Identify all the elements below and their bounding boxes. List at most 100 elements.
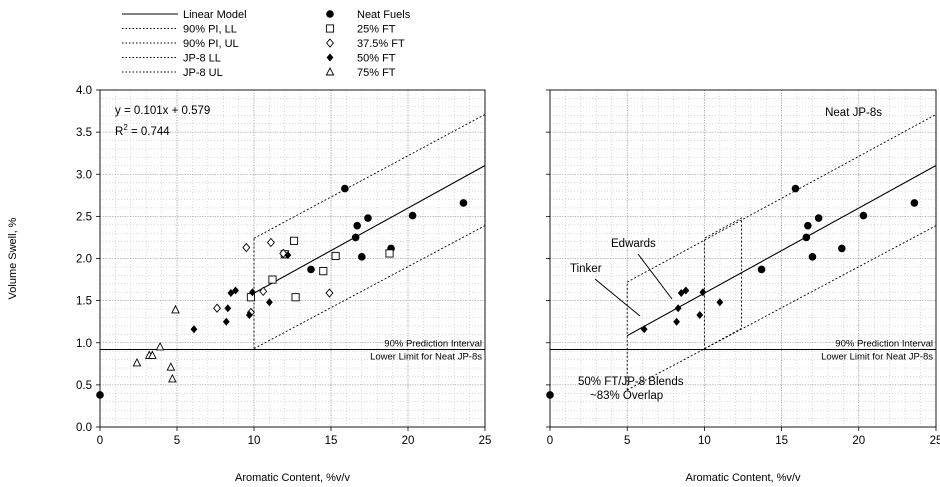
point-filled-diamond xyxy=(674,304,682,313)
pi-upper-line xyxy=(626,114,937,283)
y-tick-label: 2.0 xyxy=(76,254,92,266)
r-squared-value: = 0.744 xyxy=(128,126,170,138)
y-tick-label: 2.5 xyxy=(76,211,92,223)
point-open-square xyxy=(319,267,328,276)
point-open-diamond xyxy=(242,242,251,253)
edwards-pointer xyxy=(637,253,673,300)
legend-marker-icon xyxy=(325,24,335,33)
legend-marker-icon xyxy=(326,38,334,48)
point-filled-diamond xyxy=(699,288,707,297)
point-filled-circle xyxy=(838,244,846,253)
x-tick-label: 0 xyxy=(97,435,103,447)
legend-line-label: JP-8 UL xyxy=(183,67,223,79)
legend-marker-label: Neat Fuels xyxy=(357,9,411,21)
legend-marker-label: 50% FT xyxy=(357,53,396,65)
point-filled-circle xyxy=(358,253,366,261)
point-filled-circle xyxy=(814,214,823,222)
point-open-triangle xyxy=(132,357,142,367)
x-tick-label: 5 xyxy=(624,435,630,447)
point-open-square xyxy=(289,236,299,245)
legend: Linear Model 90% PI, LL 90% PI, UL JP-8 LL J… xyxy=(122,9,411,79)
x-tick-label: 15 xyxy=(775,435,788,447)
point-filled-diamond xyxy=(249,288,256,297)
jp8-limits-box xyxy=(703,217,742,350)
equation-label: y = 0.101x + 0.579 xyxy=(115,105,210,117)
blend-label-1: 50% FT/JP-8 Blends xyxy=(578,376,684,388)
x-tick-label: 0 xyxy=(547,435,553,447)
point-filled-circle xyxy=(96,391,104,399)
x-axis-label: Aromatic Content, %v/v xyxy=(686,472,801,484)
point-open-diamond xyxy=(213,303,222,313)
point-filled-diamond xyxy=(640,325,648,334)
point-filled-diamond xyxy=(266,298,273,307)
point-filled-circle xyxy=(364,214,372,222)
legend-marker-icon xyxy=(326,53,334,62)
point-filled-diamond xyxy=(284,251,292,260)
point-open-diamond xyxy=(259,286,268,297)
point-open-triangle xyxy=(148,350,157,359)
point-filled-circle xyxy=(408,211,417,220)
legend-marker-icon xyxy=(326,10,334,18)
x-tick-label: 10 xyxy=(698,435,711,447)
legend-line-label: 90% PI, UL xyxy=(183,38,239,50)
point-filled-circle xyxy=(353,221,361,230)
r-squared-exp: 2 xyxy=(123,123,128,132)
pi-lower-line xyxy=(253,225,486,350)
lower-limit-label-1: 90% Prediction Interval xyxy=(835,338,933,349)
legend-marker-label: 25% FT xyxy=(357,24,396,36)
x-axis-label: Aromatic Content, %v/v xyxy=(235,472,350,484)
point-filled-diamond xyxy=(716,298,724,307)
y-tick-label: 0.0 xyxy=(76,422,92,434)
y-tick-label: 3.0 xyxy=(76,169,92,181)
point-filled-diamond xyxy=(227,289,235,298)
legend-line-label: JP-8 LL xyxy=(183,53,221,65)
x-tick-label: 20 xyxy=(852,435,865,447)
point-filled-diamond xyxy=(222,317,230,326)
point-filled-diamond xyxy=(190,325,198,334)
panel-title: Neat JP-8s xyxy=(825,107,882,119)
point-filled-circle xyxy=(791,184,800,193)
point-open-triangle xyxy=(171,304,180,314)
point-filled-circle xyxy=(802,233,811,242)
legend-line-label: Linear Model xyxy=(183,9,247,21)
edwards-label: Edwards xyxy=(611,238,656,250)
point-filled-circle xyxy=(546,391,554,399)
y-tick-label: 4.0 xyxy=(76,85,92,97)
lower-limit-label-1: 90% Prediction Interval xyxy=(384,338,482,349)
y-tick-label: 0.5 xyxy=(76,380,92,392)
point-open-square xyxy=(291,293,300,302)
point-filled-diamond xyxy=(232,286,239,295)
panel-right: 0 5 10 15 20 25 Aromatic Content, %v/v 90% Pred… xyxy=(546,89,940,484)
point-filled-circle xyxy=(757,265,766,274)
lower-limit-label-2: Lower Limit for Neat JP-8s xyxy=(821,351,933,362)
blend-label-2: ~83% Overlap xyxy=(590,390,663,402)
tinker-pointer xyxy=(594,278,641,317)
legend-marker-icon xyxy=(325,67,335,76)
point-filled-diamond xyxy=(682,286,690,295)
x-tick-label: 10 xyxy=(248,435,261,447)
point-filled-diamond xyxy=(224,304,232,313)
x-tick-label: 5 xyxy=(174,435,180,447)
tinker-label: Tinker xyxy=(570,263,602,275)
y-tick-label: 3.5 xyxy=(76,127,92,139)
r-squared-prefix: R xyxy=(115,126,123,138)
point-filled-circle xyxy=(459,199,468,207)
y-tick-label: 1.5 xyxy=(76,296,92,308)
point-open-triangle xyxy=(168,373,177,383)
legend-line-label: 90% PI, LL xyxy=(183,24,237,36)
point-filled-circle xyxy=(808,253,817,261)
r-squared-label: R2 = 0.744 xyxy=(115,123,170,138)
point-open-diamond xyxy=(325,288,334,298)
point-filled-circle xyxy=(307,265,315,274)
point-filled-diamond xyxy=(245,310,253,319)
point-open-triangle xyxy=(166,362,176,371)
x-tick-label: 25 xyxy=(479,435,492,447)
point-filled-circle xyxy=(804,221,812,230)
legend-marker-label: 75% FT xyxy=(357,67,396,79)
point-open-square xyxy=(268,275,277,284)
x-tick-label: 20 xyxy=(402,435,415,447)
lower-limit-label-2: Lower Limit for Neat JP-8s xyxy=(370,351,482,362)
point-filled-circle xyxy=(859,211,868,220)
linear-model-line xyxy=(253,165,486,294)
